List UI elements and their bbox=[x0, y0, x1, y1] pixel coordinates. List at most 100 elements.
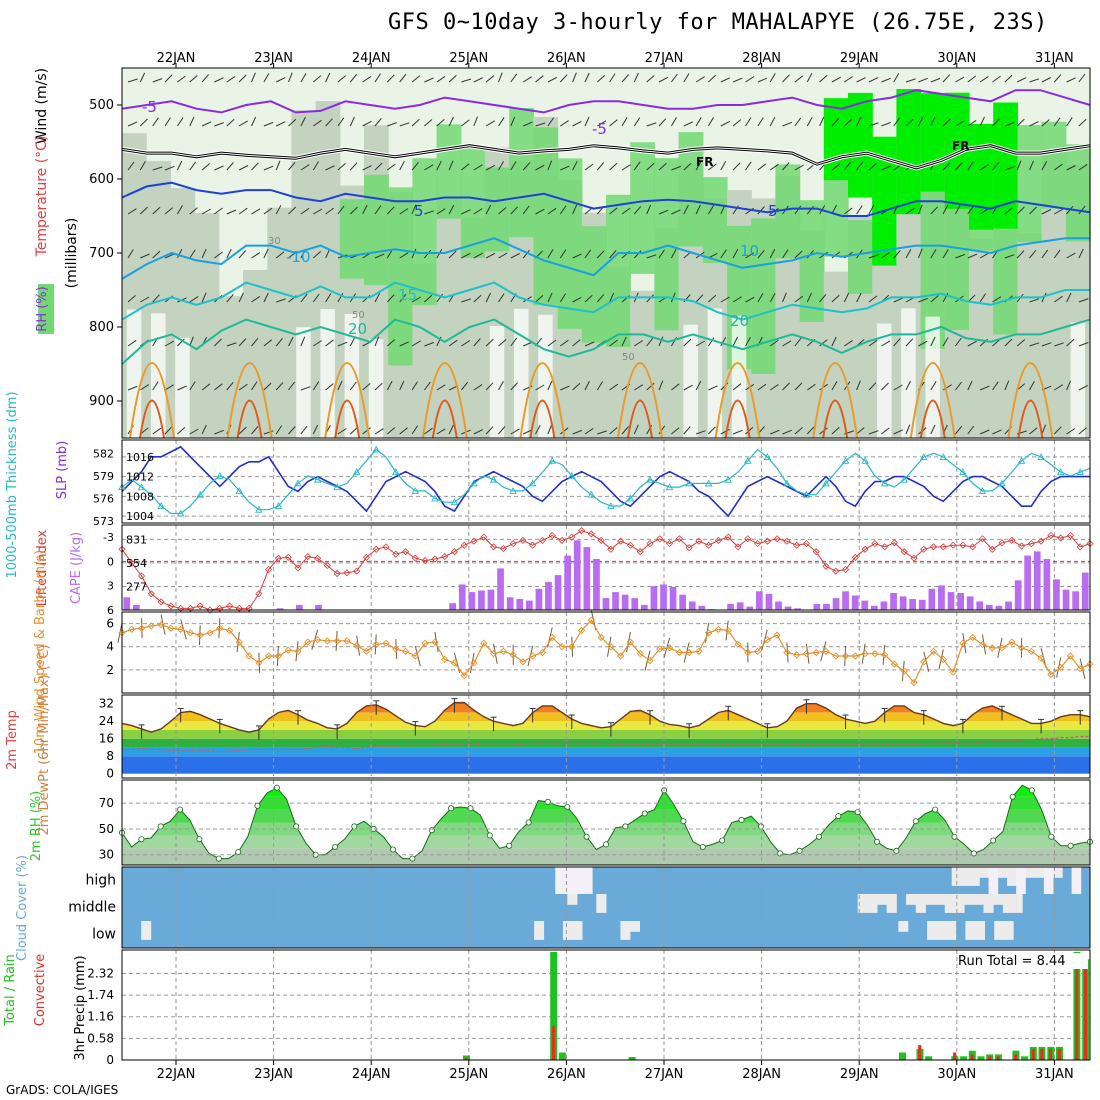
wind10-marker bbox=[206, 629, 214, 637]
wind-barb bbox=[300, 293, 308, 303]
wind10-marker bbox=[910, 678, 918, 687]
date-label-bottom: 24JAN bbox=[352, 1067, 391, 1082]
wind-barb bbox=[596, 294, 605, 303]
wind-barb bbox=[214, 122, 224, 127]
cloud-row-label: high bbox=[85, 873, 116, 889]
wind-barb bbox=[646, 337, 654, 347]
wind10-marker bbox=[274, 652, 283, 660]
rh2m-marker bbox=[835, 813, 842, 820]
precip-conv-bar bbox=[1031, 1048, 1035, 1060]
wind-barb bbox=[670, 248, 677, 259]
wind-barb bbox=[312, 293, 320, 303]
wind10-marker bbox=[529, 652, 537, 660]
wind-barb bbox=[559, 293, 567, 303]
precip-conv-bar bbox=[970, 1054, 974, 1060]
wind-barb bbox=[967, 75, 977, 83]
wind-barb bbox=[275, 204, 282, 215]
li-marker bbox=[323, 561, 331, 570]
wind-barb bbox=[535, 164, 545, 171]
wind-barb bbox=[189, 161, 197, 171]
thickness-marker bbox=[489, 475, 498, 483]
wind-barb bbox=[1066, 292, 1072, 303]
cape-bar bbox=[650, 586, 658, 610]
wind-barb bbox=[263, 292, 269, 303]
li-marker bbox=[548, 531, 556, 540]
li-marker bbox=[949, 541, 957, 549]
cape-bar bbox=[813, 604, 821, 610]
wind10-marker bbox=[939, 655, 947, 664]
wind10-marker bbox=[998, 644, 1006, 652]
wind-barb bbox=[448, 250, 457, 259]
wind-barb bbox=[1078, 342, 1089, 347]
cape-bar bbox=[468, 592, 476, 610]
li-marker bbox=[675, 535, 683, 543]
wind-barb bbox=[251, 381, 258, 391]
wind-barb bbox=[226, 75, 236, 83]
wind-barb bbox=[671, 209, 681, 215]
rh2m-marker bbox=[1048, 833, 1055, 840]
cloud-clear-cell bbox=[1071, 867, 1082, 894]
wind-barb bbox=[584, 294, 593, 303]
wind-barb bbox=[559, 74, 568, 83]
li-marker bbox=[773, 535, 781, 543]
wind10-marker bbox=[441, 655, 449, 664]
wind-barb bbox=[139, 72, 146, 83]
wind-barb bbox=[1054, 384, 1064, 391]
wind-barb bbox=[399, 427, 408, 435]
wind-barb bbox=[609, 339, 618, 347]
cape-tick-label: 277 bbox=[126, 580, 147, 593]
wind-barb bbox=[485, 338, 494, 347]
wind-barb bbox=[263, 339, 273, 347]
wind-barb bbox=[658, 336, 664, 347]
wind-barb bbox=[263, 248, 269, 259]
wind-barb bbox=[992, 429, 1002, 435]
wind-barb bbox=[349, 206, 358, 215]
cloud-clear-cell bbox=[877, 894, 888, 905]
wind-barb bbox=[152, 250, 161, 259]
contour-label: -5 bbox=[592, 120, 607, 138]
wind-barb bbox=[572, 120, 582, 127]
wind10-marker bbox=[871, 650, 879, 658]
wind-barb bbox=[782, 249, 789, 259]
wind-barb bbox=[707, 117, 714, 127]
cloud-clear-cell bbox=[1016, 867, 1026, 894]
rh-band-saturated bbox=[920, 93, 946, 192]
cape-bar bbox=[765, 593, 773, 610]
wind-barb bbox=[720, 428, 730, 435]
rh-band-moist bbox=[339, 199, 365, 279]
wind-barb bbox=[584, 380, 590, 391]
cloud-row-label: low bbox=[92, 927, 116, 943]
wind-barb bbox=[362, 75, 372, 83]
wind-barb bbox=[362, 427, 371, 435]
thickness-marker bbox=[431, 494, 439, 502]
wind-barb bbox=[448, 424, 454, 435]
thickness-marker bbox=[1076, 468, 1084, 476]
li-marker bbox=[216, 604, 224, 612]
wind-barb bbox=[152, 381, 159, 391]
thickness-marker bbox=[294, 479, 302, 487]
cape-bar bbox=[851, 595, 859, 610]
wind-barb bbox=[732, 119, 742, 127]
li-marker bbox=[1057, 534, 1065, 542]
wind-barb bbox=[868, 430, 879, 435]
cape-bar bbox=[516, 599, 524, 610]
isotherm-line bbox=[121, 181, 1091, 217]
wind-barb bbox=[411, 118, 420, 127]
wind-barb bbox=[769, 163, 779, 171]
warm-loop-inner bbox=[1017, 399, 1044, 439]
y-tick-label: 900 bbox=[89, 394, 114, 409]
wind-barb bbox=[720, 161, 727, 171]
ylabel-millibars: (millibars) bbox=[64, 218, 80, 289]
warm-loop bbox=[812, 362, 859, 439]
li-marker bbox=[890, 539, 899, 547]
li-marker bbox=[998, 539, 1006, 547]
li-marker bbox=[793, 541, 801, 549]
wind-barb-surface bbox=[1079, 658, 1086, 679]
wind-barb bbox=[436, 160, 442, 171]
rh2m-marker bbox=[932, 806, 939, 813]
li-marker bbox=[382, 543, 390, 551]
thickness-marker bbox=[998, 479, 1006, 487]
cloud-clear-cell bbox=[630, 921, 640, 932]
wind-barb bbox=[535, 424, 541, 435]
wind-barb bbox=[152, 427, 162, 435]
